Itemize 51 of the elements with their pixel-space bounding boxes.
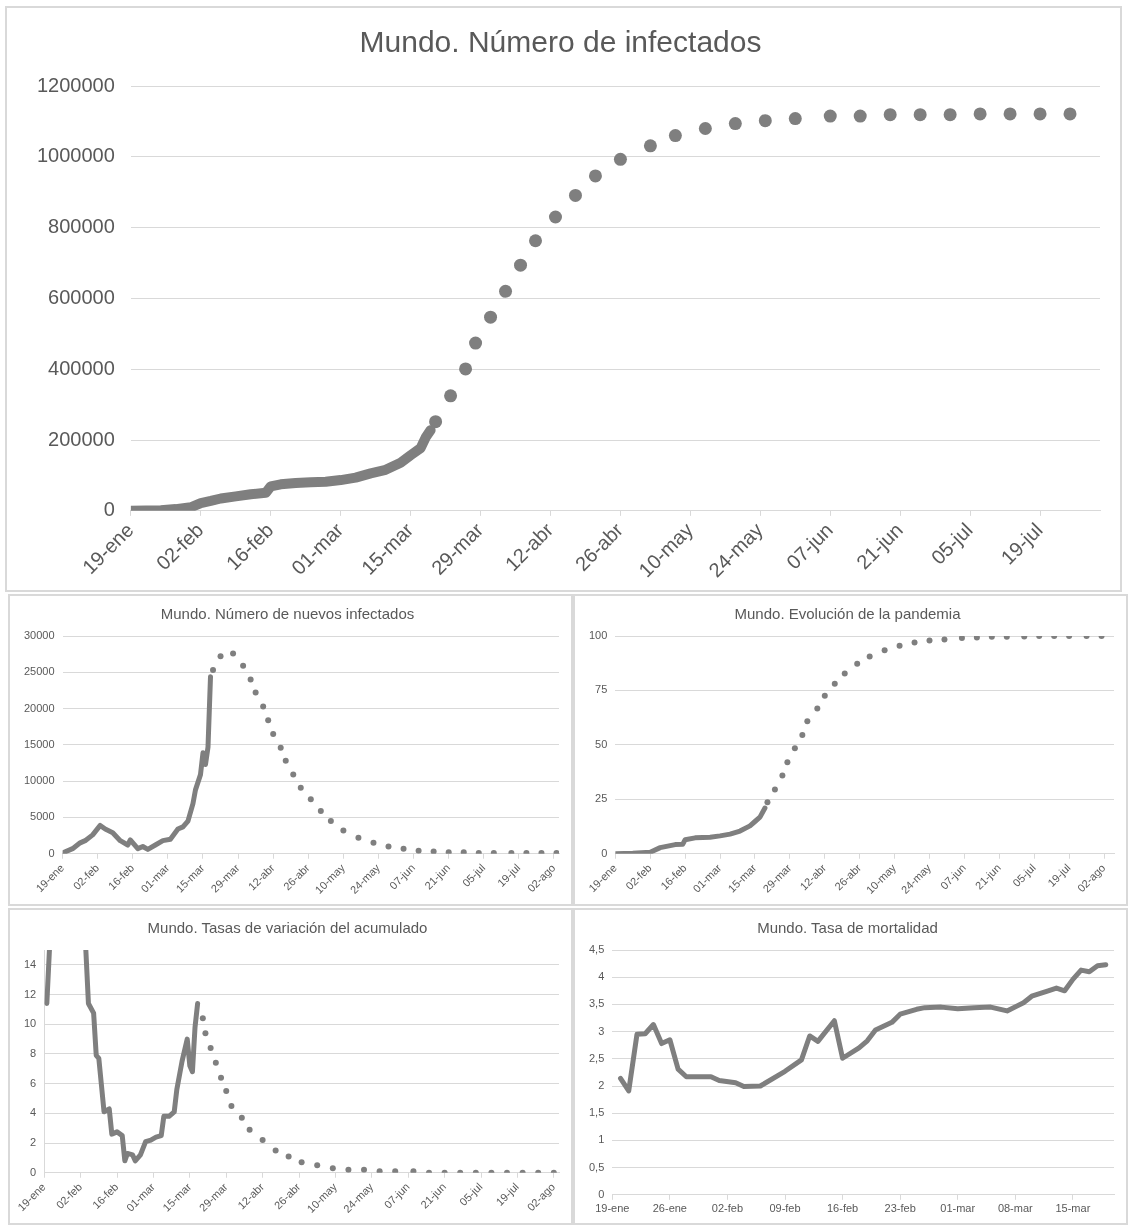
- y-tick-label: 25000: [23, 665, 55, 678]
- y-tick-label: 4: [598, 970, 605, 983]
- chart-title: Mundo. Tasas de variación del acumulado: [147, 919, 428, 937]
- chart-title: Mundo. Evolución de la pandemia: [734, 605, 962, 623]
- x-tick-label: 02-feb: [711, 1202, 744, 1215]
- y-tick-label: 600000: [48, 285, 115, 308]
- y-tick-label: 0,5: [588, 1160, 605, 1173]
- y-tick-label: 25: [595, 792, 608, 805]
- y-tick-label: 2: [30, 1136, 37, 1149]
- y-tick-label: 200000: [48, 427, 115, 450]
- y-tick-label: 3: [598, 1024, 605, 1037]
- x-tick-label: 08-mar: [997, 1202, 1034, 1215]
- y-tick-label: 0: [598, 1187, 605, 1200]
- x-tick-label: 23-feb: [884, 1202, 916, 1215]
- y-tick-label: 2,5: [588, 1051, 605, 1064]
- chart-title: Mundo. Tasa de mortalidad: [757, 919, 938, 937]
- y-tick-label: 0: [103, 498, 115, 521]
- y-tick-label: 10: [23, 1017, 37, 1030]
- y-tick-label: 0: [601, 846, 608, 859]
- y-tick-label: 10000: [23, 774, 55, 787]
- y-tick-label: 100: [588, 629, 608, 642]
- x-tick-label: 09-feb: [769, 1202, 801, 1215]
- x-tick-label: 26-ene: [652, 1202, 687, 1215]
- y-tick-label: 1: [598, 1133, 605, 1146]
- y-tick-label: 0: [48, 846, 55, 859]
- chart-title: Mundo. Número de nuevos infectados: [160, 605, 415, 623]
- y-tick-label: 4: [30, 1106, 37, 1119]
- y-tick-label: 400000: [48, 356, 115, 379]
- chart-title: Mundo. Número de infectados: [359, 25, 762, 59]
- y-tick-label: 5000: [30, 810, 55, 823]
- y-tick-label: 8: [30, 1046, 37, 1059]
- y-tick-label: 14: [23, 957, 37, 970]
- y-tick-label: 3,5: [588, 997, 605, 1010]
- y-tick-label: 30000: [23, 629, 55, 642]
- y-tick-label: 1000000: [36, 144, 115, 167]
- y-tick-label: 1200000: [36, 73, 115, 96]
- y-tick-label: 4,5: [588, 943, 605, 956]
- y-tick-label: 800000: [48, 215, 115, 238]
- y-tick-label: 20000: [23, 701, 55, 714]
- y-tick-label: 6: [30, 1076, 37, 1089]
- x-tick-label: 19-ene: [595, 1202, 630, 1215]
- y-tick-label: 50: [595, 737, 608, 750]
- y-tick-label: 75: [595, 683, 608, 696]
- y-tick-label: 0: [30, 1165, 37, 1178]
- y-tick-label: 12: [23, 987, 37, 1000]
- y-tick-label: 1,5: [588, 1106, 605, 1119]
- x-tick-label: 15-mar: [1055, 1202, 1091, 1215]
- y-tick-label: 15000: [23, 737, 55, 750]
- x-tick-label: 01-mar: [940, 1202, 976, 1215]
- x-tick-label: 16-feb: [826, 1202, 859, 1215]
- y-tick-label: 2: [598, 1079, 605, 1092]
